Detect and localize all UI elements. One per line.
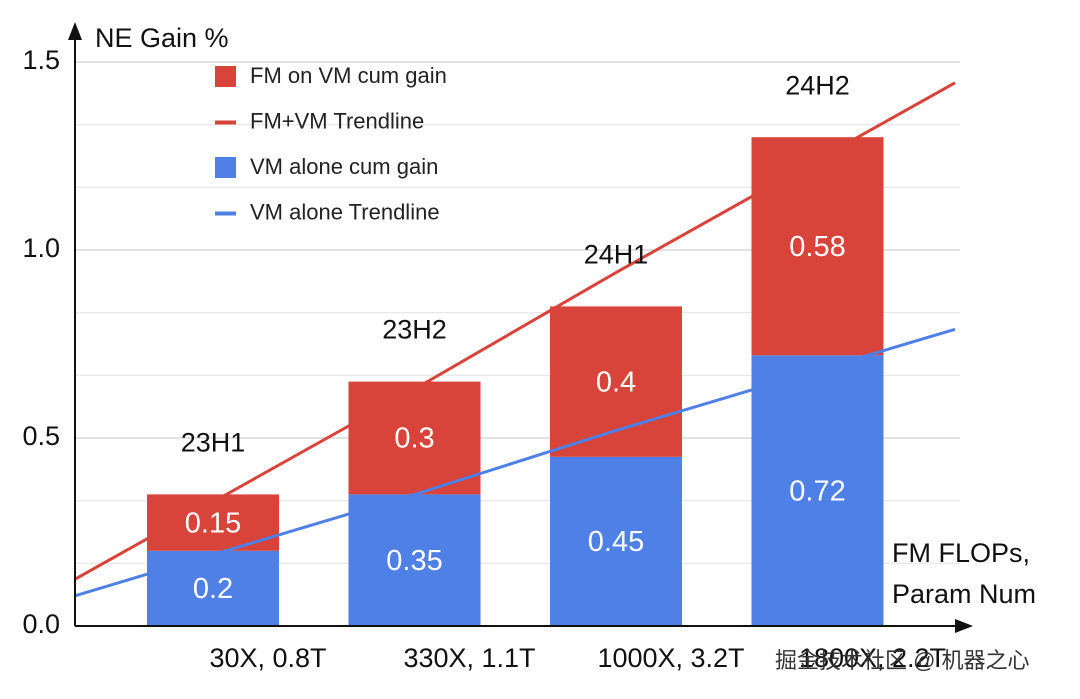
legend-label: VM alone cum gain [250,154,438,179]
y-axis-arrow [68,22,82,40]
y-tick-label: 0.0 [22,609,60,639]
y-axis-label: NE Gain % [95,23,229,53]
trendline-extension [817,327,956,372]
trendline-extension [74,553,214,598]
bar-segment [348,494,481,626]
x-tick-label: 1000X, 3.2T [597,643,744,673]
watermark: 掘金技术社区 @ 机器之心 [775,648,1030,673]
bar-annotation: 24H2 [785,70,850,100]
y-tick-label: 1.5 [22,45,60,75]
x-tick-label: 1800X, 2.2T [799,643,946,673]
legend-label: FM+VM Trendline [250,108,424,133]
legend-label: FM on VM cum gain [250,63,447,88]
legend-swatch [215,157,236,178]
value-label: 0.58 [789,231,845,263]
bar-segment [751,355,884,626]
trendline [212,368,818,556]
value-label: 0.72 [789,475,845,507]
value-label: 0.2 [193,573,233,605]
bar-annotation: 23H1 [181,428,246,458]
marks [74,81,956,626]
trendline-extension [74,500,214,581]
labels: 0.0 0.5 1.0 1.5 30X, 0.8T 330X, 1.1T 1000X, 3.… [22,45,946,673]
x-tick-label: 330X, 1.1T [403,643,535,673]
legend-swatch [215,66,236,87]
y-tick-label: 0.5 [22,421,60,451]
x-axis-arrow [955,619,973,633]
value-label: 0.15 [185,507,241,539]
bar-annotation: 23H2 [382,315,447,345]
x-axis-label: FM FLOPs, [892,538,1030,568]
trendline-extension [816,81,956,162]
bar-segment [147,550,279,626]
y-tick-label: 1.0 [22,233,60,263]
value-label: 0.4 [596,366,636,398]
bar-annotation: 24H1 [584,240,649,270]
bar-segment [550,456,682,626]
value-label: 0.45 [588,526,644,558]
trendline [212,158,819,504]
value-label: 0.3 [394,423,434,455]
bar-segment [348,381,481,495]
legend: FM on VM cum gain FM+VM Trendline VM alone… [215,63,447,224]
value-label: 0.35 [386,545,442,577]
legend-label: VM alone Trendline [250,199,440,224]
bar-segment [751,137,884,356]
x-axis-label: Param Num [892,579,1036,609]
x-tick-label: 30X, 0.8T [209,643,326,673]
